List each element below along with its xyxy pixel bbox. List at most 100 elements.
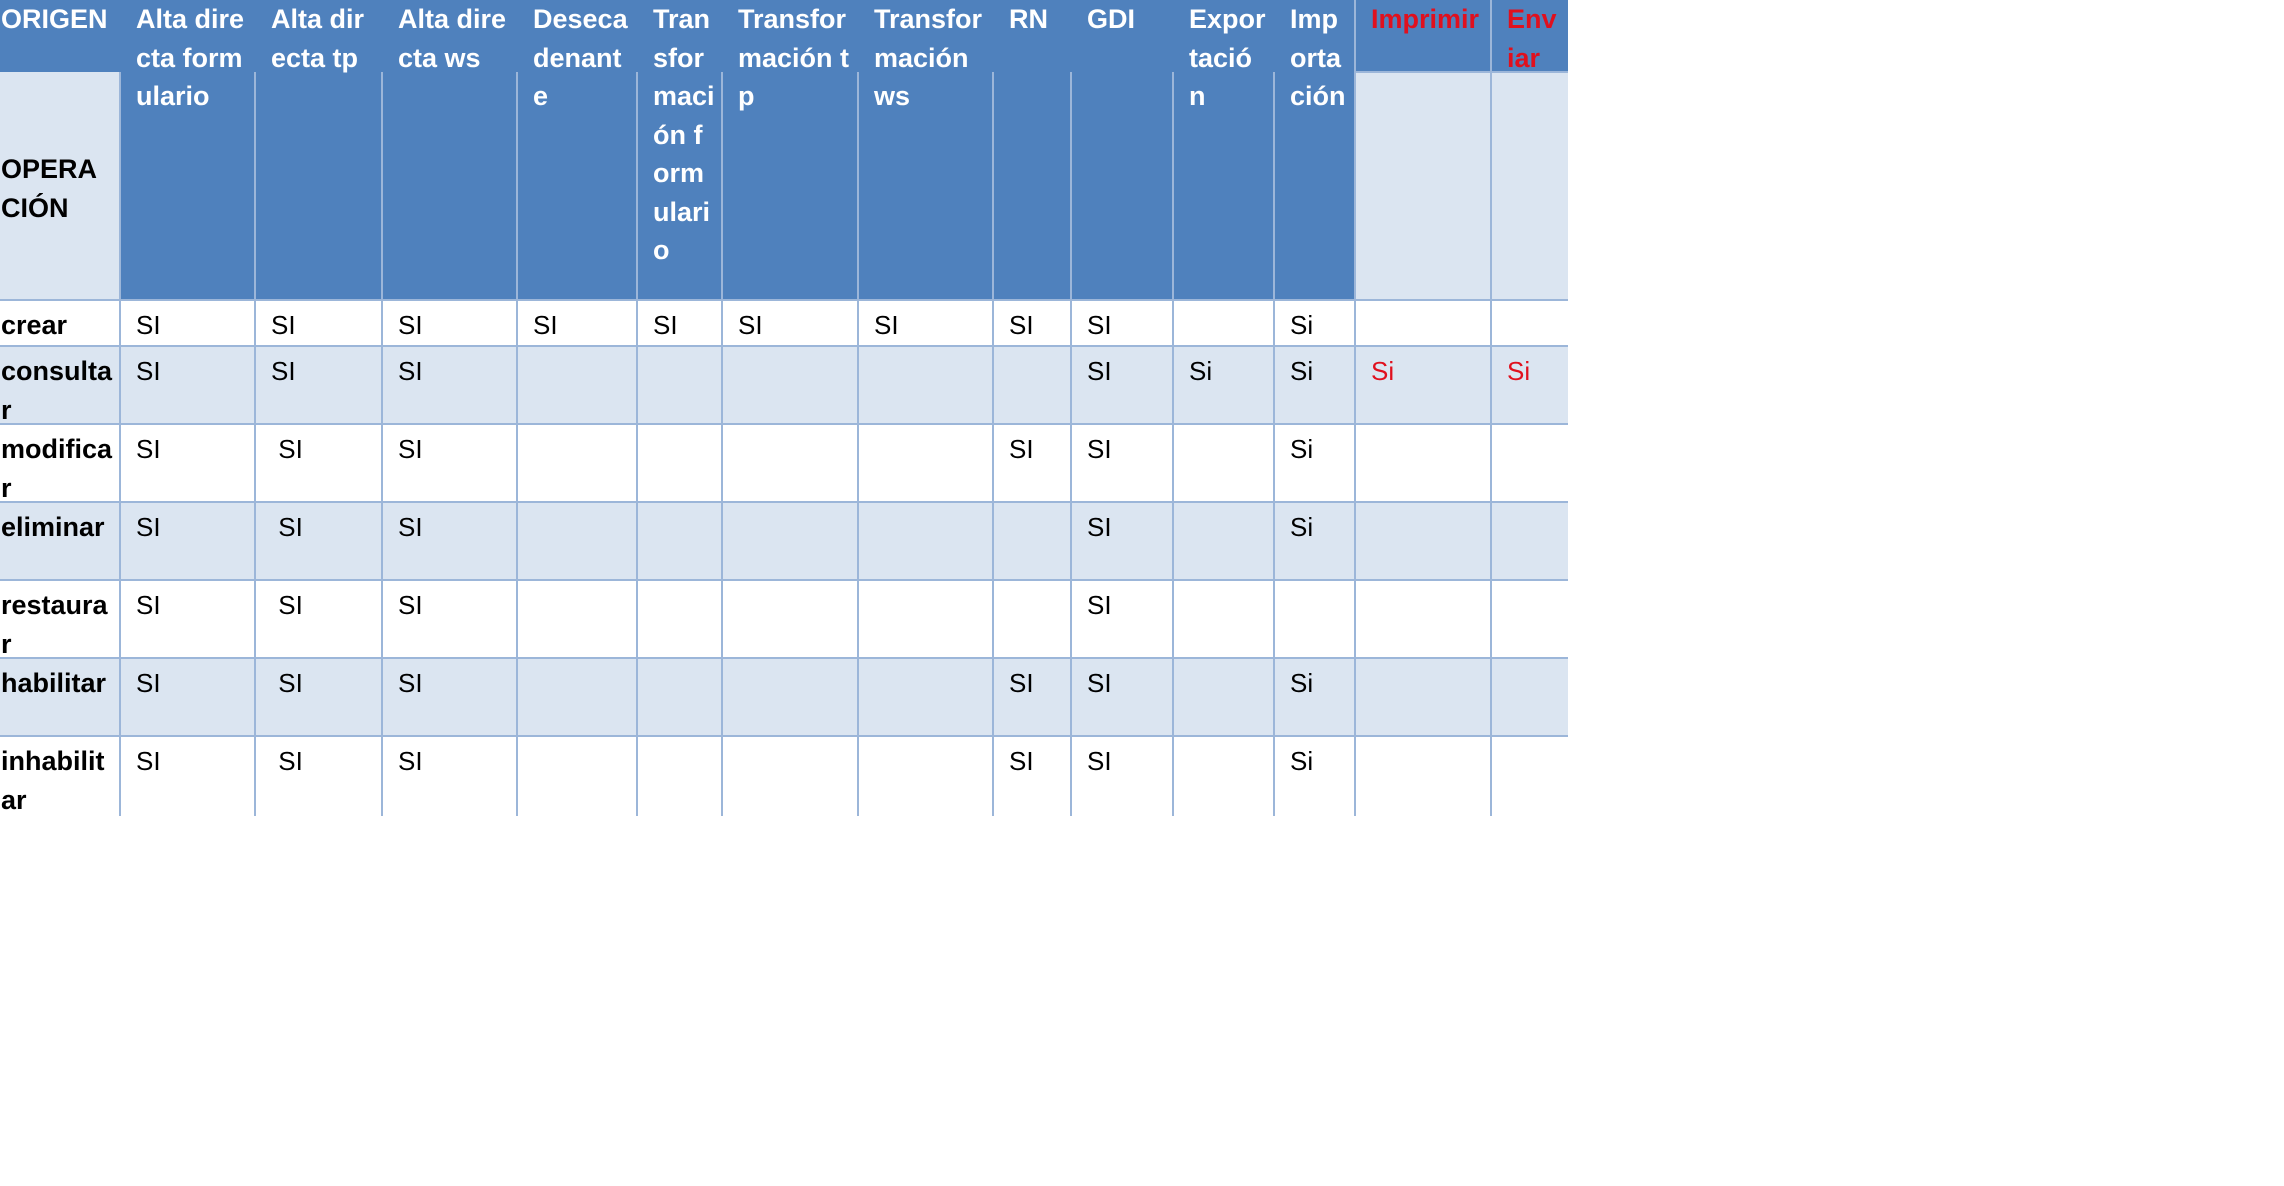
table-cell: SI <box>398 434 423 464</box>
table-cell: SI <box>1087 512 1112 542</box>
table-cell <box>1491 736 1568 816</box>
table-cell <box>722 580 858 658</box>
table-cell <box>1355 736 1491 816</box>
table-cell <box>722 502 858 580</box>
column-header-transformaci-n-tp: Transformación tp <box>722 0 858 300</box>
column-header-importaci-n: Importación <box>1274 0 1355 300</box>
table-cell: SI <box>1087 746 1112 776</box>
row-divider <box>0 501 1568 503</box>
operations-matrix-table: ORIGEN OPERA CIÓN Alta directa formulario A… <box>0 0 1568 816</box>
table-cell <box>637 424 722 502</box>
row-divider <box>0 735 1568 737</box>
column-divider <box>1354 0 1356 816</box>
table-cell <box>517 502 637 580</box>
row-band <box>0 736 1568 816</box>
table-cell: SI <box>1009 668 1034 698</box>
table-cell: SI <box>1009 310 1034 340</box>
column-header-rn: RN <box>993 0 1071 300</box>
table-cell: SI <box>136 356 161 386</box>
table-cell: Si <box>1290 668 1314 698</box>
column-divider <box>381 72 383 816</box>
row-label-consultar: consultar <box>1 356 113 424</box>
table-cell: Si <box>1290 746 1314 776</box>
operation-header-bg <box>0 72 120 300</box>
row-divider <box>0 423 1568 425</box>
column-header-imprimir: Imprimir <box>1355 0 1491 72</box>
table-cell <box>858 736 993 816</box>
table-cell <box>637 658 722 736</box>
table-cell <box>1355 502 1491 580</box>
column-header-transformaci-n-formulario: Transformación formulario <box>637 0 722 300</box>
table-cell: Si <box>1189 356 1213 386</box>
table-cell: SI <box>271 434 303 464</box>
table-cell: SI <box>398 668 423 698</box>
table-cell <box>1491 502 1568 580</box>
column-divider <box>857 72 859 816</box>
table-cell: SI <box>136 434 161 464</box>
column-header-gap <box>1491 72 1568 300</box>
table-cell <box>722 346 858 424</box>
table-cell: Si <box>1290 512 1314 542</box>
table-cell: SI <box>1087 590 1112 620</box>
column-header-alta-directa-formulario: Alta directa formulario <box>120 0 255 300</box>
table-cell <box>1173 736 1274 816</box>
table-cell: SI <box>398 310 423 340</box>
table-cell <box>517 580 637 658</box>
table-cell: SI <box>738 310 763 340</box>
column-header-gdi: GDI <box>1071 0 1173 300</box>
table-cell <box>858 658 993 736</box>
table-cell: Si <box>1290 434 1314 464</box>
table-cell: SI <box>271 668 303 698</box>
row-band <box>0 502 1568 580</box>
row-label-restaurar: restaurar <box>1 590 108 658</box>
table-cell: SI <box>1009 434 1034 464</box>
column-divider <box>516 72 518 816</box>
table-cell: SI <box>271 512 303 542</box>
table-cell <box>1491 424 1568 502</box>
header-divider <box>1355 71 1568 73</box>
table-cell <box>637 346 722 424</box>
table-cell <box>722 736 858 816</box>
table-cell: SI <box>1087 310 1112 340</box>
row-label-modificar: modificar <box>1 434 113 502</box>
column-header-enviar: Enviar <box>1491 0 1568 72</box>
row-label-eliminar: eliminar <box>1 512 105 542</box>
column-header-alta-directa-ws: Alta directa ws <box>382 0 517 300</box>
table-cell <box>993 502 1071 580</box>
table-cell: SI <box>1087 434 1112 464</box>
table-cell: SI <box>398 746 423 776</box>
table-cell <box>1491 658 1568 736</box>
row-label-crear: crear <box>1 310 68 340</box>
table-cell <box>1173 658 1274 736</box>
table-cell <box>1173 424 1274 502</box>
table-cell: SI <box>136 746 161 776</box>
column-divider <box>636 72 638 816</box>
column-header-exportaci-n: Exportación <box>1173 0 1274 300</box>
row-band <box>0 300 1568 346</box>
row-divider <box>0 657 1568 659</box>
table-cell <box>1355 580 1491 658</box>
table-cell: SI <box>136 590 161 620</box>
table-cell: Si <box>1507 356 1531 386</box>
table-cell <box>637 502 722 580</box>
table-cell: SI <box>271 310 296 340</box>
table-cell <box>1491 580 1568 658</box>
table-cell: SI <box>271 356 296 386</box>
column-divider <box>119 72 121 816</box>
table-cell <box>858 346 993 424</box>
table-cell <box>1173 300 1274 346</box>
column-divider <box>254 72 256 816</box>
table-cell <box>1355 658 1491 736</box>
row-band <box>0 580 1568 658</box>
column-header-alta-directa-tp: Alta directa tp <box>255 0 382 300</box>
table-cell <box>517 346 637 424</box>
row-divider <box>0 345 1568 347</box>
row-band <box>0 346 1568 424</box>
table-cell <box>637 736 722 816</box>
row-band <box>0 424 1568 502</box>
origin-header: ORIGEN <box>0 0 120 72</box>
column-header-gap <box>1355 72 1491 300</box>
table-cell <box>517 424 637 502</box>
table-cell <box>1274 580 1355 658</box>
table-cell: SI <box>136 512 161 542</box>
